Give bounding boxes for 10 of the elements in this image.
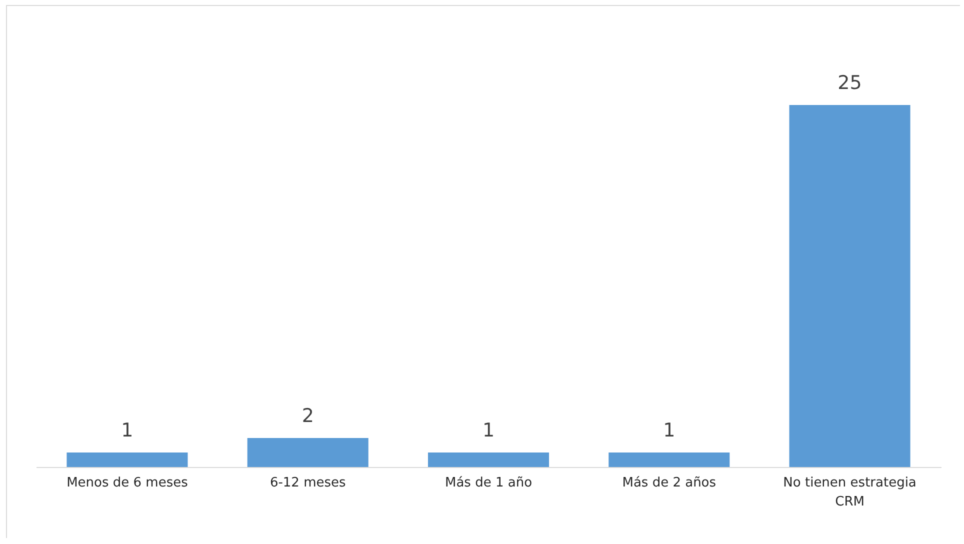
x-tick-label: Menos de 6 meses: [66, 476, 188, 490]
x-tick-label: 6-12 meses: [270, 476, 346, 490]
data-label: 1: [121, 420, 134, 442]
data-label: 25: [838, 72, 862, 94]
data-label: 1: [482, 420, 495, 442]
x-tick-label: Más de 2 años: [622, 476, 716, 490]
data-label: 1: [663, 420, 676, 442]
data-label: 2: [302, 405, 314, 428]
x-tick-label: No tienen estrategia CRM: [783, 476, 916, 510]
x-tick-label: Más de 1 año: [444, 476, 532, 490]
